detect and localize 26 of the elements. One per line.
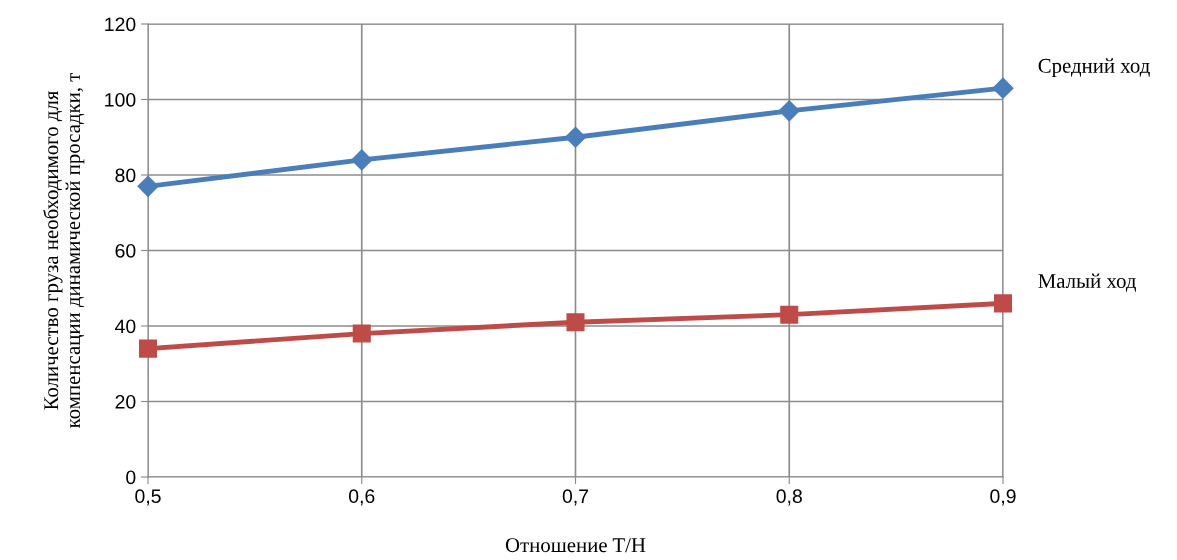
- point: [564, 126, 587, 148]
- y-tick-label: 120: [105, 17, 136, 32]
- point: [780, 305, 799, 324]
- x-tick-label: 0,7: [562, 489, 589, 506]
- point: [137, 175, 159, 197]
- y-tick-label: 40: [115, 319, 136, 334]
- y-tick-label: 60: [115, 243, 136, 258]
- y-tick-label: 20: [115, 394, 136, 409]
- series-label: Средний ход: [1038, 58, 1150, 78]
- point: [138, 339, 158, 358]
- x-tick-label: 0,8: [776, 489, 802, 506]
- y-tick-label: 80: [115, 168, 136, 183]
- point: [351, 149, 373, 171]
- series-label: Малый ход: [1038, 273, 1137, 292]
- point: [993, 294, 1013, 313]
- point: [992, 77, 1014, 99]
- point: [778, 100, 800, 122]
- point: [566, 313, 585, 332]
- x-tick-label: 0,5: [135, 489, 161, 506]
- y-tick-label: 100: [105, 92, 136, 107]
- x-tick-label: 0,6: [349, 489, 375, 506]
- x-tick-label: 0,9: [990, 489, 1016, 506]
- point: [352, 324, 371, 343]
- x-axis-title: Отношение T/H: [505, 538, 646, 553]
- y-axis-title: Количество груза необходимого для компенсации динамической просадки, т: [43, 72, 85, 428]
- y-tick-label: 0: [126, 470, 136, 485]
